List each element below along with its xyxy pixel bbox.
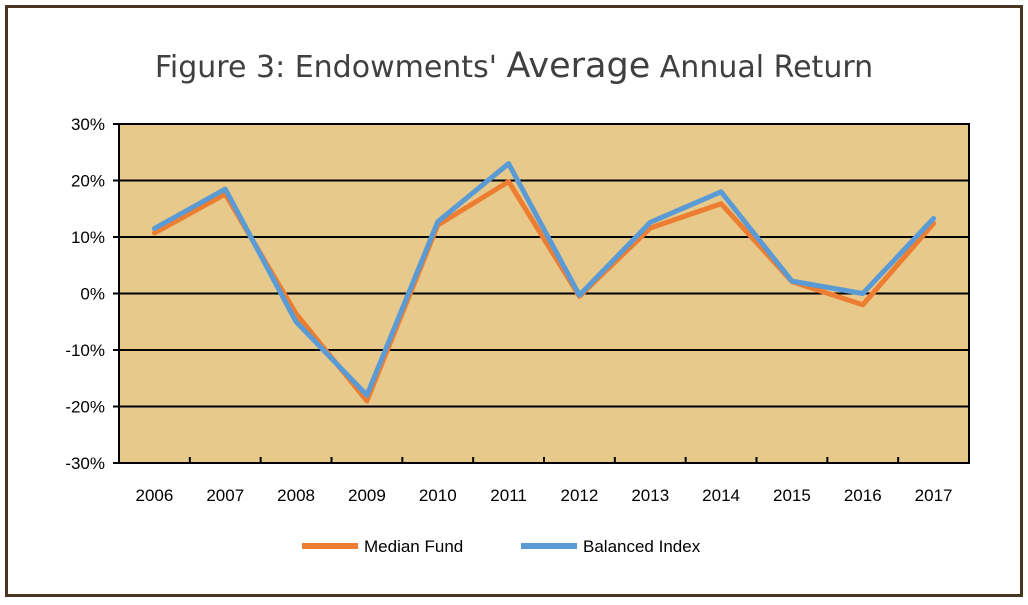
x-tick-label: 2011 — [490, 486, 527, 505]
x-tick-label: 2008 — [277, 486, 315, 505]
y-tick-label: -30% — [65, 454, 105, 473]
chart-title: Figure 3: Endowments' Average Annual Ret… — [0, 46, 1028, 86]
chart-title-emph: Average — [506, 46, 651, 86]
x-tick-label: 2006 — [136, 486, 174, 505]
x-tick-label: 2012 — [561, 486, 599, 505]
x-tick-label: 2013 — [631, 486, 669, 505]
legend: Median Fund Balanced Index — [302, 537, 701, 556]
legend-label: Balanced Index — [583, 537, 701, 556]
chart-title-post: Annual Return — [659, 50, 874, 85]
x-tick-label: 2016 — [844, 486, 882, 505]
series-lines — [151, 161, 937, 404]
legend-label: Median Fund — [364, 537, 463, 556]
y-tick-label: 30% — [71, 115, 105, 134]
x-tick-label: 2007 — [206, 486, 244, 505]
x-axis-ticks — [118, 457, 970, 463]
y-tick-label: -10% — [65, 341, 105, 360]
x-tick-label: 2010 — [419, 486, 457, 505]
x-tick-label: 2017 — [915, 486, 953, 505]
chart-title-pre: Figure 3: Endowments' — [154, 50, 497, 85]
x-tick-label: 2009 — [348, 486, 386, 505]
y-tick-label: 10% — [71, 228, 105, 247]
x-tick-label: 2014 — [702, 486, 740, 505]
series-line-balanced-index — [151, 161, 937, 398]
x-axis-labels: 2006 2007 2008 2009 2010 2011 2012 2013 2014 2015… — [136, 486, 953, 505]
y-tick-label: 0% — [80, 285, 105, 304]
y-axis-labels: 30% 20% 10% 0% -10% -20% -30% — [65, 115, 105, 473]
y-tick-label: -20% — [65, 398, 105, 417]
y-tick-label: 20% — [71, 172, 105, 191]
x-tick-label: 2015 — [773, 486, 811, 505]
